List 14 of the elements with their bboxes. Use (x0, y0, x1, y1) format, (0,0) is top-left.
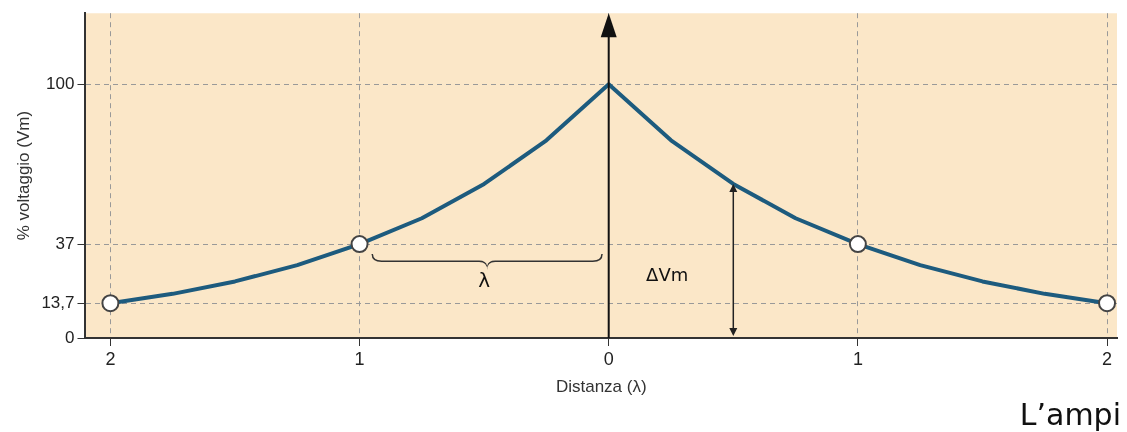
y-tick-label: 0 (65, 327, 75, 347)
x-tick-label: 2 (1102, 348, 1113, 369)
text: L’ampi (1019, 397, 1121, 432)
x-axis-title: Distanza (λ) (555, 377, 647, 397)
y-tick-label: 37 (55, 233, 75, 253)
y-tick-label: 13,7 (41, 292, 75, 312)
y-axis-title: % voltaggio (Vm) (13, 110, 33, 241)
annotation: ΔVm (646, 264, 689, 286)
x-tick-label: 2 (105, 348, 116, 369)
x-tick-label: 1 (354, 348, 365, 369)
annotation: λ (478, 268, 490, 293)
y-tick-label: 100 (46, 73, 75, 93)
x-tick-label: 0 (603, 348, 614, 369)
x-tick-label: 1 (852, 348, 863, 369)
